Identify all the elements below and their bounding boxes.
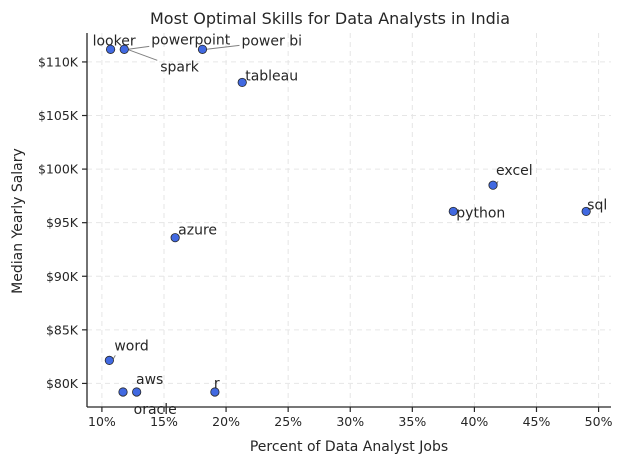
x-tick-label: 30% [336,414,364,429]
x-tick-label: 20% [212,414,240,429]
chart-title: Most Optimal Skills for Data Analysts in… [150,9,510,28]
y-tick-label: $110K [38,54,79,69]
point-label: power bi [241,33,302,49]
point-label: sql [587,197,607,213]
x-tick-label: 40% [461,414,489,429]
x-axis-ticks: 10% 15% 20% 25% 30% 35% 40% 45% 50% [88,407,613,429]
leader-line [205,44,240,50]
grid [87,33,611,407]
axes-spines [86,33,611,408]
data-point [104,355,114,365]
data-point [448,206,458,217]
x-axis-label: Percent of Data Analyst Jobs [250,439,448,455]
x-tick-label: 50% [585,414,613,429]
data-point [119,44,129,54]
label-leader-lines [111,44,499,361]
y-tick-label: $100K [38,162,79,177]
data-point [581,206,591,217]
y-tick-label: $105K [38,108,79,123]
y-tick-label: $95K [46,215,79,230]
data-point [170,233,180,243]
data-point [210,387,220,397]
data-point [105,44,116,54]
leader-line [127,45,150,50]
x-tick-label: 10% [88,414,116,429]
point-label: oracle [134,402,177,418]
x-tick-label: 25% [274,414,302,429]
data-point [488,180,498,190]
data-point [197,44,208,54]
point-label: looker [93,33,136,49]
y-tick-label: $80K [46,376,79,391]
point-label: azure [178,223,217,239]
point-label: word [114,338,148,354]
data-point [118,387,128,397]
point-labels: looker powerpoint spark power bi tableau exce… [93,32,608,418]
x-tick-label: 35% [398,414,426,429]
point-label: powerpoint [151,32,230,48]
point-label: python [456,205,505,221]
point-label: tableau [245,68,298,84]
data-points [104,44,591,397]
data-point [132,387,142,397]
point-label: excel [496,163,533,179]
x-tick-label: 45% [523,414,551,429]
point-label: r [214,376,220,392]
data-point [237,77,247,88]
leader-line [127,48,158,61]
y-axis-label: Median Yearly Salary [10,148,26,294]
x-tick-label: 15% [150,414,178,429]
point-label: aws [136,372,163,388]
y-tick-label: $90K [46,269,79,284]
y-axis-ticks: $80K $85K $90K $95K $100K $105K $110K [38,54,87,391]
point-label: spark [160,59,200,75]
y-tick-label: $85K [46,322,79,337]
